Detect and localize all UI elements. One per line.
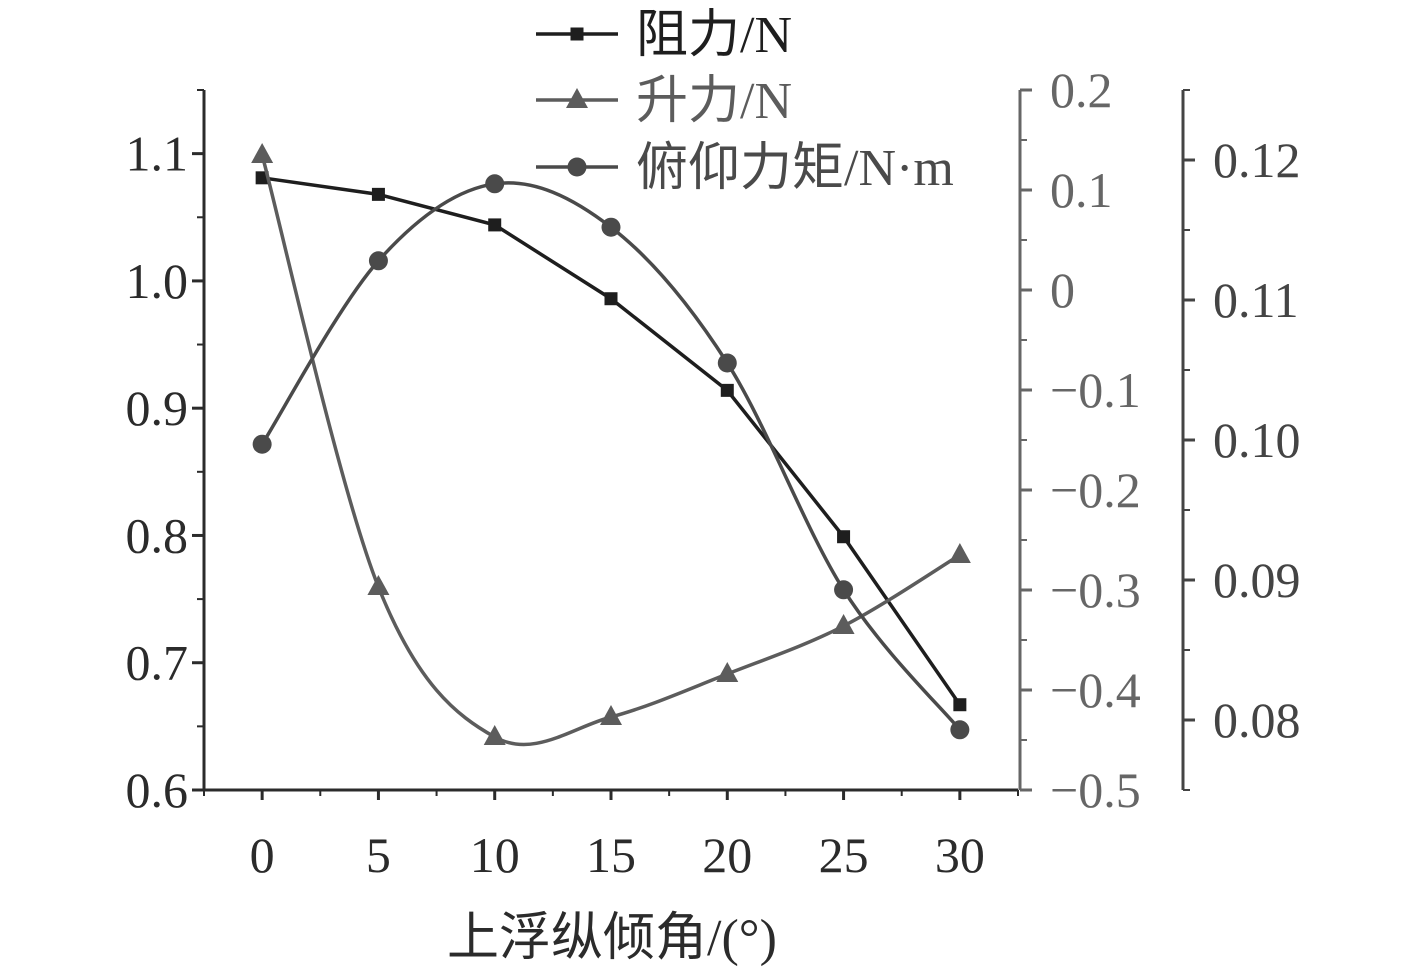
legend-label: 俯仰力矩/N·m xyxy=(636,140,954,197)
legend-label: 升力/N xyxy=(636,73,792,130)
legend: 阻力/N 升力/N 俯仰力矩/N·m xyxy=(536,7,954,197)
data-point-square xyxy=(604,292,618,306)
axes-layer: 0 5 10 15 20 25 30 0.6 0.7 0.8 0.9 1.0 1.1 −0.5 −0.4 −0… xyxy=(126,62,1301,883)
data-point-square xyxy=(953,698,967,712)
x-tick-label: 25 xyxy=(819,827,869,883)
data-point-circle xyxy=(368,251,388,271)
right1-tick-label: 0 xyxy=(1050,262,1075,318)
left-tick-label: 1.1 xyxy=(126,126,189,182)
right2-tick-label: 0.08 xyxy=(1213,692,1301,748)
legend-marker-circle xyxy=(567,157,587,177)
left-tick-label: 1.0 xyxy=(126,253,189,309)
x-tick-label: 15 xyxy=(586,827,636,883)
right1-tick-label: −0.3 xyxy=(1050,562,1141,618)
data-point-circle xyxy=(252,434,272,454)
legend-item: 阻力/N xyxy=(536,7,792,64)
data-point-circle xyxy=(601,217,621,237)
right2-tick-label: 0.10 xyxy=(1213,412,1301,468)
right2-tick-label: 0.09 xyxy=(1213,552,1301,608)
right1-tick-label: −0.5 xyxy=(1050,762,1141,818)
left-tick-label: 0.7 xyxy=(126,635,189,691)
x-tick-label: 0 xyxy=(250,827,275,883)
x-tick-label: 5 xyxy=(366,827,391,883)
left-tick-label: 0.6 xyxy=(126,762,189,818)
legend-marker-triangle xyxy=(566,88,588,108)
x-tick-label: 20 xyxy=(702,827,752,883)
legend-item: 俯仰力矩/N·m xyxy=(536,140,954,197)
right1-tick-label: −0.4 xyxy=(1050,662,1141,718)
left-tick-label: 0.9 xyxy=(126,380,189,436)
data-point-circle xyxy=(717,353,737,373)
data-point-square xyxy=(720,383,734,397)
data-point-triangle xyxy=(948,543,971,563)
data-point-square xyxy=(488,218,502,232)
right1-tick-label: 0.2 xyxy=(1050,62,1113,118)
data-point-triangle xyxy=(600,705,622,725)
series-layer xyxy=(251,143,971,747)
right2-tick-label: 0.12 xyxy=(1213,132,1301,188)
data-point-triangle xyxy=(483,725,506,745)
right1-tick-label: −0.2 xyxy=(1050,462,1141,518)
series-line-triangle xyxy=(260,154,961,747)
data-point-square xyxy=(837,530,851,544)
legend-marker-square xyxy=(570,27,584,41)
legend-label: 阻力/N xyxy=(636,7,792,64)
right1-tick-label: −0.1 xyxy=(1050,362,1141,418)
data-point-triangle xyxy=(251,143,274,163)
data-point-triangle xyxy=(716,662,739,682)
series-line-circle xyxy=(260,181,962,731)
data-point-square xyxy=(371,187,385,201)
series-circle xyxy=(252,174,970,740)
series-triangle xyxy=(251,143,971,747)
x-tick-label: 10 xyxy=(470,827,520,883)
data-point-triangle xyxy=(832,614,855,634)
right1-tick-label: 0.1 xyxy=(1050,162,1113,218)
data-point-circle xyxy=(950,720,970,740)
right2-tick-label: 0.11 xyxy=(1213,272,1299,328)
x-axis-title: 上浮纵倾角/(°) xyxy=(447,910,777,967)
left-tick-label: 0.8 xyxy=(126,507,189,563)
data-point-triangle xyxy=(367,575,390,595)
legend-item: 升力/N xyxy=(536,73,792,130)
series-square xyxy=(255,171,967,712)
x-tick-label: 30 xyxy=(935,827,985,883)
data-point-circle xyxy=(485,174,505,194)
series-line-square xyxy=(261,176,962,706)
data-point-circle xyxy=(834,580,854,600)
